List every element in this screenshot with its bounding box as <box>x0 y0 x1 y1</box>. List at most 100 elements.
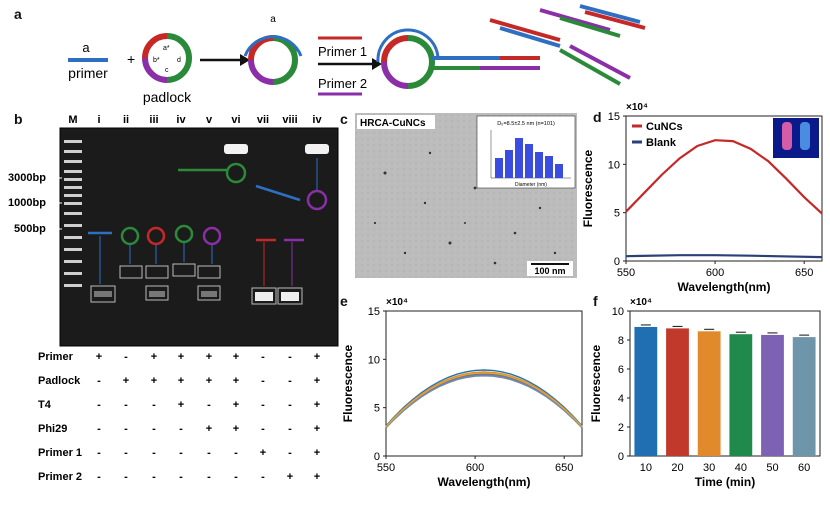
table-cell: + <box>233 423 239 435</box>
gel-condition-table: Primer + - + + + + - - + Padlock - + + + + + - - + T4 - - - + - + -… <box>0 345 345 500</box>
x-tick-label: 30 <box>703 462 715 474</box>
table-cell: + <box>314 471 320 483</box>
band-viii <box>277 287 303 305</box>
table-cell: + <box>314 447 320 459</box>
chart-e-repeat-spectra: 0 5 10 15 550 600 650 ×10⁴ Fluorescence Wavelengt… <box>341 297 583 489</box>
ladder-bands <box>64 140 82 287</box>
table-cell: - <box>152 471 156 483</box>
table-cell: + <box>314 423 320 435</box>
arrow-icon <box>240 54 250 66</box>
plot-frame <box>629 310 821 457</box>
lane-i: i <box>97 114 100 126</box>
bar-30 <box>697 331 721 456</box>
x-tick-label: 50 <box>766 462 778 474</box>
table-cell: - <box>234 471 238 483</box>
x-tick-label: 550 <box>377 462 395 474</box>
table-cell: - <box>288 423 292 435</box>
table-cell: + <box>151 375 157 387</box>
table-cell: - <box>152 447 156 459</box>
table-row-label: Primer 2 <box>38 471 82 483</box>
padlock-mark-d: d <box>177 57 181 64</box>
condition-grid: Primer + - + + + + - - + Padlock - + + + + + - - + T4 - - - + - + -… <box>38 351 320 483</box>
table-cell: - <box>288 351 292 363</box>
padlock-mark-a: a* <box>163 45 170 52</box>
legend-label: CuNCs <box>646 121 683 133</box>
table-row-label: Padlock <box>38 375 81 387</box>
y-tick-label: 0 <box>618 451 624 463</box>
table-cell: + <box>314 399 320 411</box>
y-tick-label: 4 <box>618 393 624 405</box>
bar-20 <box>666 328 689 456</box>
lane-M: M <box>68 114 77 126</box>
bar-40 <box>729 334 753 456</box>
well-band-iv <box>305 144 329 154</box>
table-cell: - <box>261 375 265 387</box>
scale-bar-label: 100 nm <box>534 266 565 276</box>
plot-frame <box>385 310 583 457</box>
band-v-lower <box>197 285 221 301</box>
panel-letter-b: b <box>14 111 23 127</box>
table-cell: - <box>97 423 101 435</box>
gel-panel: M i ii iii iv v vi vii viii iv 3000bp 10… <box>8 114 339 347</box>
y-axis-label: Fluorescence <box>341 344 355 422</box>
x-axis-label: Time (min) <box>695 475 755 489</box>
x-tick-label: 40 <box>735 462 747 474</box>
panel-letter-d: d <box>593 109 602 125</box>
y-tick-label: 15 <box>368 306 380 318</box>
table-cell: - <box>97 375 101 387</box>
vial-photo-inset <box>773 118 819 158</box>
table-cell: - <box>179 471 183 483</box>
size-histogram-inset: D₀=8.5±2.5 nm (n=101) Diameter (nm) <box>476 115 576 189</box>
y-tick-label: 15 <box>608 111 620 123</box>
y-tick-label: 2 <box>618 422 624 434</box>
series-line-CuNCs <box>625 139 823 215</box>
bar-60 <box>792 337 816 456</box>
y-tick-label: 8 <box>618 335 624 347</box>
band-iii-lower <box>145 285 169 301</box>
lane-vi: vi <box>231 114 240 126</box>
table-row-label: Phi29 <box>38 423 67 435</box>
x-tick-label: 550 <box>617 267 635 279</box>
tem-image: HRCA-CuNCs D₀=8.5±2.5 nm (n=101) Diamete… <box>355 113 577 278</box>
table-cell: - <box>152 399 156 411</box>
series-line-Blank <box>625 254 823 259</box>
panel-letter-e: e <box>340 293 348 309</box>
panel-letter-c: c <box>340 111 348 127</box>
table-cell: + <box>233 399 239 411</box>
lane-iii: iii <box>149 114 158 126</box>
x-tick-label: 650 <box>555 462 573 474</box>
y-multiplier: ×10⁴ <box>630 297 652 308</box>
plus-sign: + <box>127 51 135 67</box>
table-row-label: Primer <box>38 351 74 363</box>
table-row-label: Primer 1 <box>38 447 82 459</box>
y-axis-label: Fluorescence <box>581 149 595 227</box>
table-cell: - <box>97 471 101 483</box>
table-cell: - <box>124 351 128 363</box>
table-cell: - <box>261 423 265 435</box>
table-cell: - <box>97 399 101 411</box>
panel-letter-f: f <box>593 293 598 309</box>
y-tick-label: 0 <box>374 451 380 463</box>
table-cell: - <box>288 447 292 459</box>
ring-a-label: a <box>270 14 276 25</box>
inset-title: D₀=8.5±2.5 nm (n=101) <box>497 121 555 127</box>
primer-bottom-label: primer <box>68 65 108 81</box>
table-cell: - <box>207 399 211 411</box>
tem-title: HRCA-CuNCs <box>360 118 426 129</box>
table-cell: - <box>261 399 265 411</box>
x-tick-label: 600 <box>466 462 484 474</box>
x-axis-label: Wavelength(nm) <box>678 280 771 294</box>
band-vii <box>251 287 277 305</box>
x-tick-label: 60 <box>798 462 810 474</box>
gel-image <box>60 128 338 346</box>
table-cell: - <box>288 375 292 387</box>
padlock-mark-c: c <box>165 67 169 74</box>
table-cell: + <box>233 375 239 387</box>
table-cell: + <box>287 471 293 483</box>
lane-ii: ii <box>123 114 129 126</box>
primer1-label: Primer 1 <box>318 44 367 59</box>
table-cell: - <box>124 471 128 483</box>
table-cell: + <box>96 351 102 363</box>
x-tick-label: 650 <box>795 267 813 279</box>
ladder-500: 500bp <box>14 223 46 235</box>
